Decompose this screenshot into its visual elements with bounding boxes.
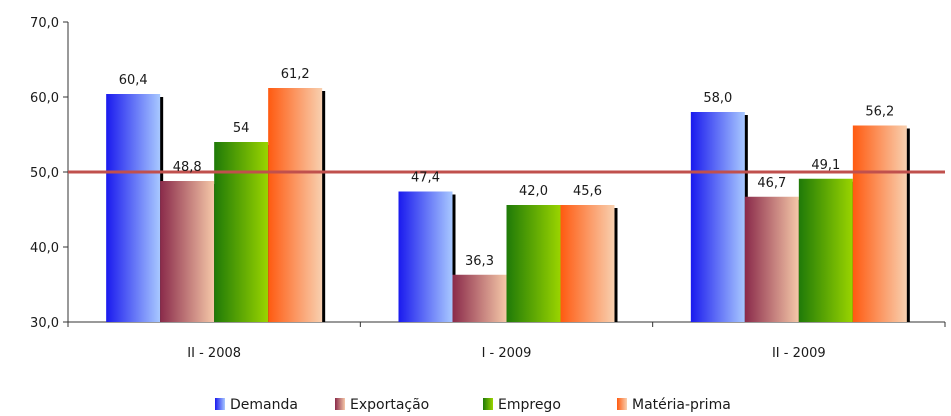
bar <box>398 191 453 322</box>
bars <box>106 88 910 322</box>
bar <box>160 181 215 322</box>
y-tick-label: 60,0 <box>30 91 59 106</box>
legend-label: Demanda <box>230 397 298 413</box>
bar <box>106 94 161 322</box>
bar <box>268 88 323 322</box>
data-label: 61,2 <box>281 67 310 82</box>
legend-label: Matéria-prima <box>632 397 731 413</box>
legend-swatch <box>617 398 627 410</box>
x-tick-label: I - 2009 <box>482 346 532 361</box>
legend-label: Exportação <box>350 397 429 413</box>
legend-swatch <box>215 398 225 410</box>
bar <box>744 196 799 322</box>
data-labels: 60,4 48,8 54 61,2 47,4 36,3 42,0 45,6 58,0 46,7 49… <box>119 67 895 269</box>
data-label: 48,8 <box>173 160 202 175</box>
data-label: 56,2 <box>865 105 894 120</box>
x-tick-label: II - 2008 <box>187 346 241 361</box>
y-tick-label: 40,0 <box>30 241 59 256</box>
bar <box>506 205 561 322</box>
legend-swatch <box>483 398 493 410</box>
x-tick-label: II - 2009 <box>772 346 826 361</box>
data-label: 47,4 <box>411 171 440 186</box>
x-axis: II - 2008 I - 2009 II - 2009 <box>67 321 946 361</box>
bar <box>452 274 507 322</box>
bar <box>852 125 907 322</box>
legend-label: Emprego <box>498 397 561 413</box>
data-label: 54 <box>233 121 250 136</box>
bar <box>690 112 745 322</box>
y-tick-label: 70,0 <box>30 16 59 31</box>
y-tick-label: 50,0 <box>30 166 59 181</box>
y-axis: 30,0 40,0 50,0 60,0 70,0 <box>30 16 69 331</box>
data-label: 36,3 <box>465 254 494 269</box>
data-label: 42,0 <box>519 184 548 199</box>
data-label: 60,4 <box>119 73 148 88</box>
legend: Demanda Exportação Emprego Matéria-prima <box>215 397 731 413</box>
y-tick-label: 30,0 <box>30 316 59 331</box>
data-label: 49,1 <box>811 158 840 173</box>
data-label: 46,7 <box>757 176 786 191</box>
bar <box>560 205 615 322</box>
bar <box>214 142 269 322</box>
legend-swatch <box>335 398 345 410</box>
data-label: 45,6 <box>573 184 602 199</box>
bar <box>798 178 853 322</box>
data-label: 58,0 <box>703 91 732 106</box>
